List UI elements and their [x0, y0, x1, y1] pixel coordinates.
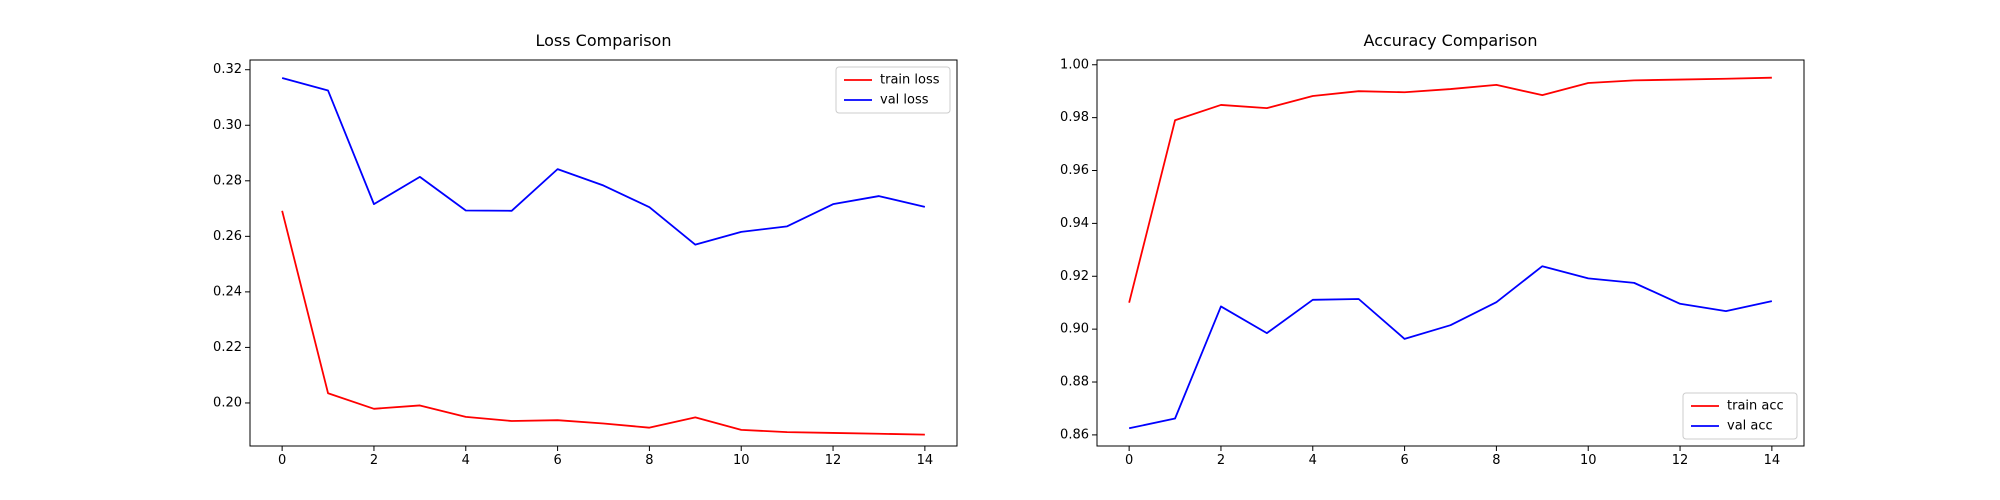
y-tick-label: 0.98 [1060, 110, 1089, 125]
series-line-train-loss [281, 210, 925, 436]
legend-label: train loss [880, 73, 940, 88]
series-line-val-loss [281, 77, 926, 246]
x-tick-label: 12 [1672, 453, 1689, 468]
x-tick-label: 2 [370, 453, 378, 468]
legend-label: train acc [1727, 399, 1784, 414]
y-tick-label: 0.86 [1060, 427, 1089, 442]
x-tick-label: 4 [1309, 453, 1317, 468]
y-tick-label: 0.32 [213, 62, 242, 77]
x-tick-label: 4 [462, 453, 470, 468]
y-tick-label: 0.88 [1060, 375, 1089, 390]
axes-frame [249, 59, 958, 447]
x-tick-label: 8 [1492, 453, 1500, 468]
x-tick-label: 2 [1217, 453, 1225, 468]
y-tick-label: 0.92 [1060, 269, 1089, 284]
y-tick-label: 0.90 [1060, 322, 1089, 337]
y-tick-label: 0.24 [213, 284, 242, 299]
x-tick-label: 6 [553, 453, 561, 468]
x-tick-label: 12 [825, 453, 842, 468]
x-tick-label: 0 [1125, 453, 1133, 468]
x-tick-label: 14 [917, 453, 934, 468]
x-tick-label: 8 [645, 453, 653, 468]
series-line-val-acc [1128, 265, 1773, 430]
legend [835, 66, 951, 114]
y-tick-label: 0.26 [213, 229, 242, 244]
accuracy-chart: Accuracy Comparison 0 2 4 6 8 10 12 14 0.86 0.88 0.… [1060, 31, 1805, 468]
y-tick-label: 1.00 [1060, 57, 1089, 72]
legend-label: val acc [1727, 419, 1773, 434]
legend [1682, 392, 1798, 440]
y-tick-label: 0.94 [1060, 216, 1089, 231]
loss-chart: Loss Comparison 0 2 4 6 8 10 12 14 0.20 0.22 0.24 0.… [213, 31, 958, 468]
axes-frame [1096, 59, 1805, 447]
x-tick-label: 10 [733, 453, 750, 468]
y-tick-label: 0.22 [213, 340, 242, 355]
y-tick-label: 0.20 [213, 395, 242, 410]
chart-title: Accuracy Comparison [1364, 31, 1538, 50]
x-tick-label: 6 [1400, 453, 1408, 468]
x-tick-label: 14 [1764, 453, 1781, 468]
y-tick-label: 0.28 [213, 173, 242, 188]
y-tick-label: 0.96 [1060, 163, 1089, 178]
y-tick-label: 0.30 [213, 118, 242, 133]
series-line-train-acc [1128, 76, 1772, 303]
x-tick-label: 10 [1580, 453, 1597, 468]
x-tick-label: 0 [278, 453, 286, 468]
legend-label: val loss [880, 93, 929, 108]
chart-title: Loss Comparison [536, 31, 672, 50]
